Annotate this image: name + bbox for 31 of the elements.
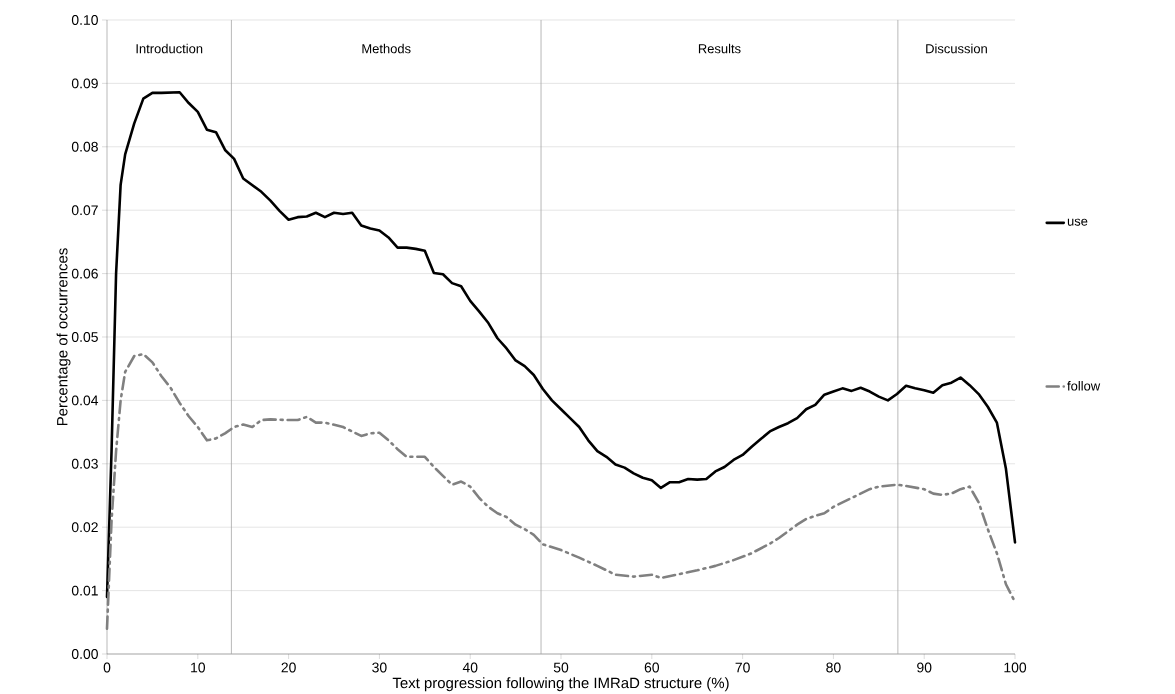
legend-label: follow bbox=[1067, 380, 1101, 391]
y-tick-label: 0.06 bbox=[71, 268, 98, 279]
line-series bbox=[105, 90, 1017, 598]
y-tick-label: 0.00 bbox=[71, 648, 98, 659]
y-tick-label: 0.10 bbox=[71, 14, 98, 25]
y-tick-label: 0.09 bbox=[71, 78, 98, 89]
x-tick-label: 80 bbox=[826, 662, 841, 673]
x-tick-label: 90 bbox=[917, 662, 932, 673]
legend-label: use bbox=[1067, 218, 1088, 226]
x-tick-label: 40 bbox=[462, 662, 478, 673]
x-tick-label: 100 bbox=[1004, 662, 1027, 673]
x-tick-label: 70 bbox=[735, 662, 750, 673]
y-tick-label: 0.03 bbox=[71, 458, 98, 469]
y-tick-label: 0.05 bbox=[71, 331, 98, 342]
annotation: Methods bbox=[362, 43, 411, 54]
y-tick-label: 0.02 bbox=[71, 522, 98, 532]
x-tick-label: 60 bbox=[644, 662, 660, 673]
annotation: Introduction bbox=[136, 43, 203, 54]
y-axis-title: Percentage of occurrences bbox=[56, 248, 71, 425]
x-tick-label: 0 bbox=[103, 662, 111, 673]
x-axis-title: Text progression following the IMRaD structure (%) bbox=[392, 677, 729, 691]
x-tick-label: 10 bbox=[191, 662, 206, 673]
y-tick-label: 0.04 bbox=[71, 395, 99, 406]
x-tick-label: 50 bbox=[553, 662, 569, 673]
y-tick-label: 0.08 bbox=[71, 141, 98, 152]
annotation: Results bbox=[698, 43, 741, 54]
x-tick-label: 20 bbox=[281, 662, 296, 673]
x-tick-label: 30 bbox=[372, 662, 387, 673]
annotation: Discussion bbox=[926, 43, 987, 54]
y-tick-label: 0.07 bbox=[71, 205, 98, 215]
y-tick-label: 0.01 bbox=[71, 585, 98, 596]
